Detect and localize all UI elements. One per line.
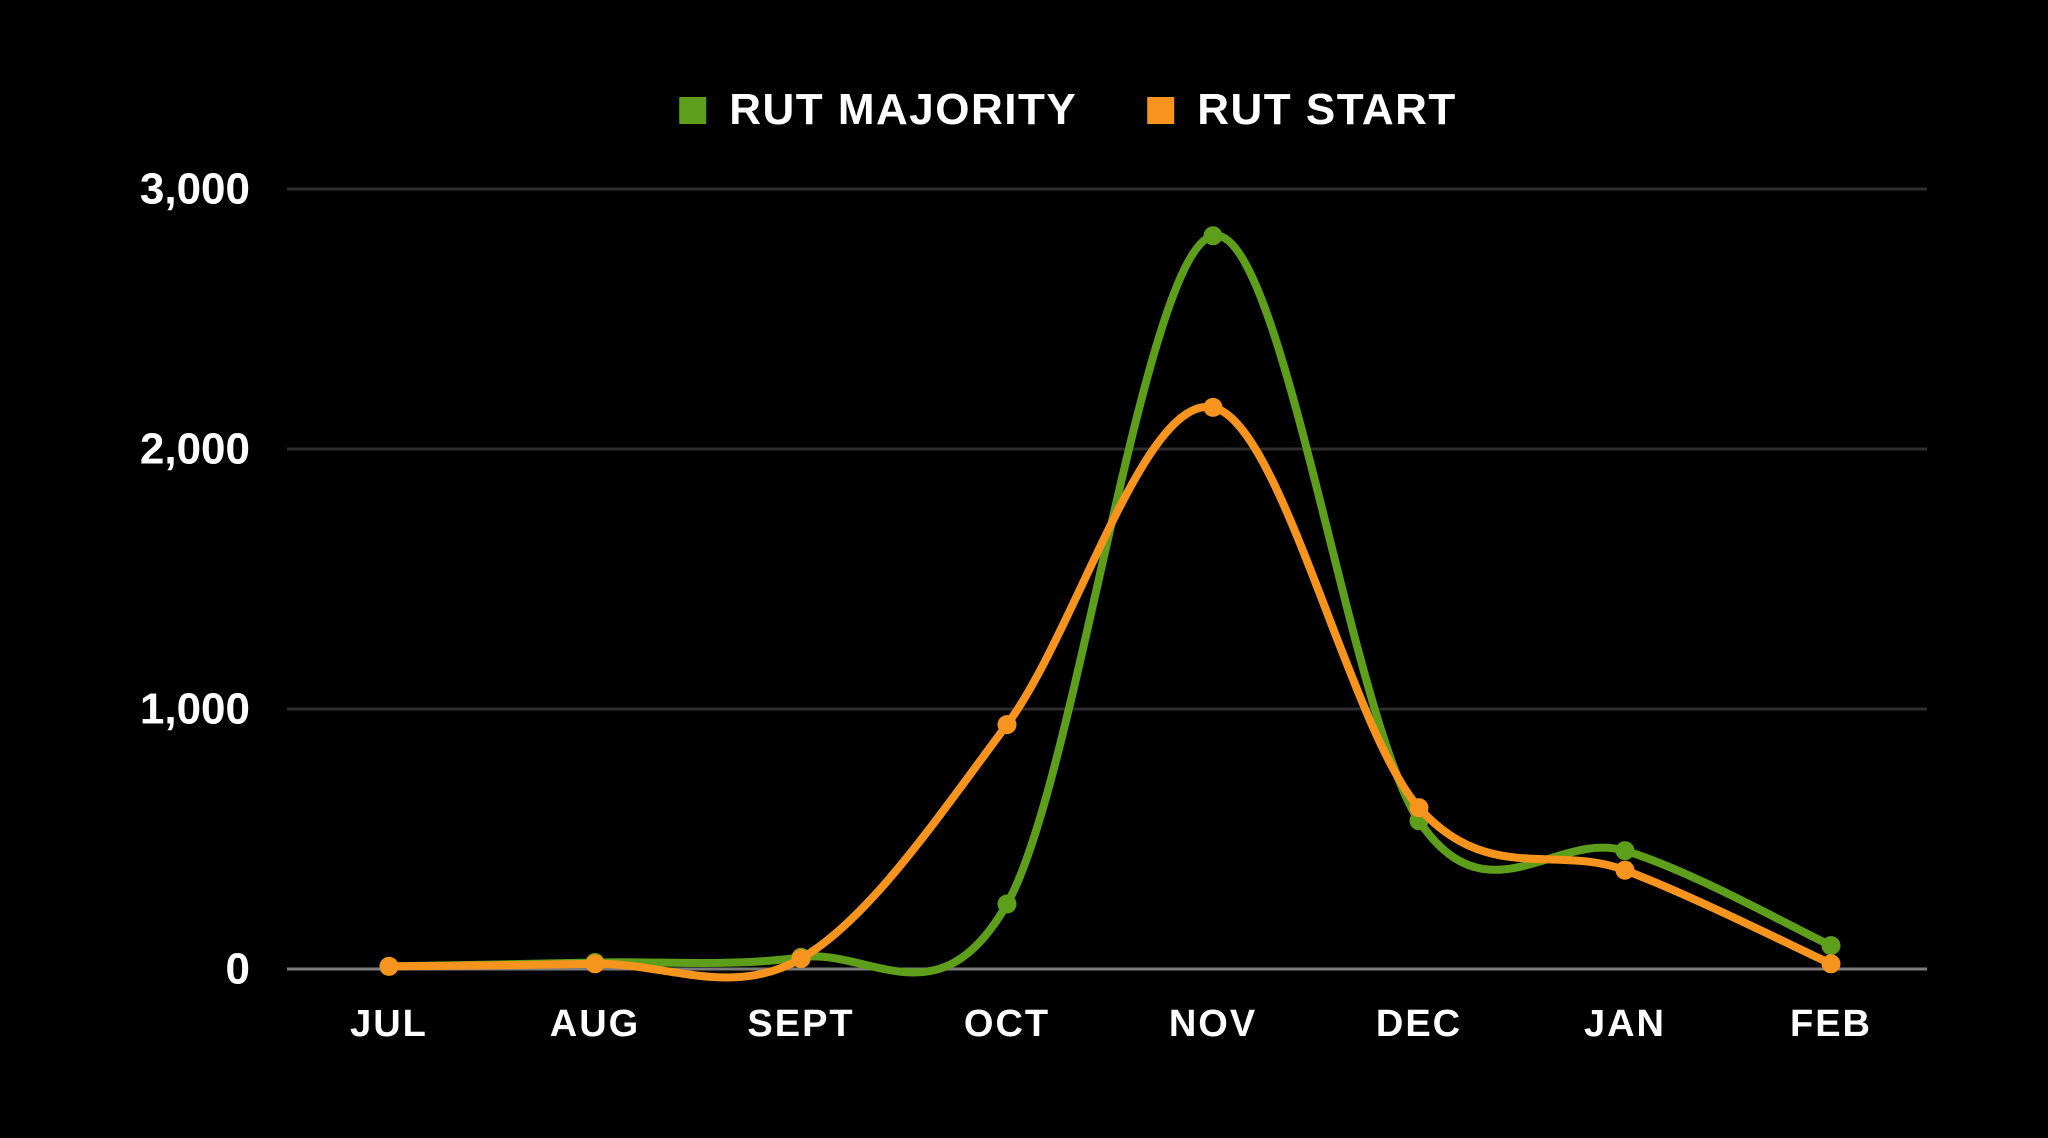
y-tick-label: 3,000: [140, 165, 250, 214]
series-rut-start: [379, 397, 1841, 982]
gridlines: [287, 187, 1927, 971]
x-tick-label: JUL: [350, 1003, 428, 1045]
x-tick-label: SEPT: [747, 1003, 854, 1045]
rut-start-point: [1615, 860, 1635, 880]
legend-item-rut-majority: RUT MAJORITY: [679, 88, 1077, 132]
rut-start-point: [1409, 798, 1429, 818]
x-tick-label: JAN: [1584, 1003, 1666, 1045]
y-tick-label: 2,000: [140, 425, 250, 474]
rut-majority-label: RUT MAJORITY: [729, 85, 1078, 134]
x-axis-labels: JUL AUG SEPT OCT NOV DEC JAN FEB: [350, 1003, 1872, 1045]
legend-item-rut-start: RUT START: [1147, 88, 1457, 132]
rut-start-line: [385, 403, 1835, 982]
rut-start-label: RUT START: [1197, 85, 1457, 134]
x-tick-label: FEB: [1790, 1003, 1872, 1045]
rut-start-point: [585, 954, 605, 974]
legend: RUT MAJORITY RUT START: [679, 88, 1457, 132]
rut-start-point: [791, 949, 811, 969]
rut-start-point: [1821, 954, 1841, 974]
x-tick-label: OCT: [964, 1003, 1050, 1045]
y-tick-label: 1,000: [140, 685, 250, 734]
rut-majority-point: [1203, 226, 1223, 246]
rut-majority-swatch-icon: [679, 96, 707, 124]
y-axis-labels: 0 1,000 2,000 3,000: [140, 165, 250, 994]
rut-start-point: [997, 715, 1017, 735]
x-tick-label: DEC: [1376, 1003, 1462, 1045]
rut-start-point: [379, 956, 399, 976]
rut-majority-line: [385, 231, 1835, 977]
rut-majority-point: [997, 894, 1017, 914]
rut-start-swatch-icon: [1147, 96, 1175, 124]
x-tick-label: AUG: [550, 1003, 640, 1045]
y-tick-label: 0: [226, 945, 250, 994]
rut-majority-point: [1615, 841, 1635, 861]
x-tick-label: NOV: [1169, 1003, 1257, 1045]
rut-start-point: [1203, 397, 1223, 417]
rut-majority-point: [1821, 936, 1841, 956]
